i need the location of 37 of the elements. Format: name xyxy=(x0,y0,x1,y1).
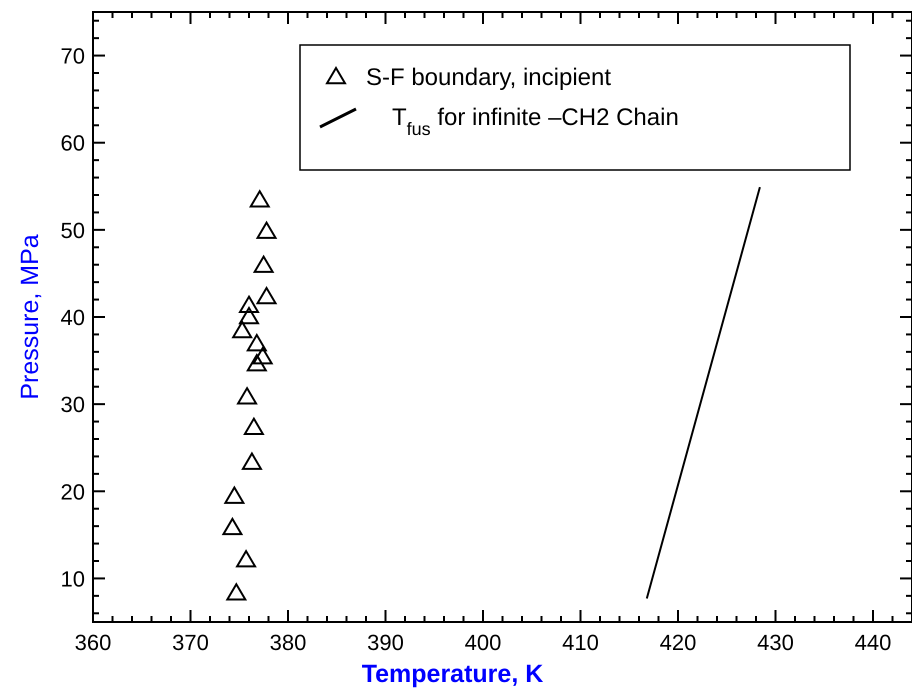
point xyxy=(252,347,273,364)
y-tick-label: 60 xyxy=(60,130,85,156)
point xyxy=(236,550,256,568)
x-tick-label: 390 xyxy=(367,630,404,655)
point xyxy=(244,418,264,435)
point xyxy=(256,222,277,239)
x-tick-label: 360 xyxy=(74,630,112,655)
point xyxy=(250,190,270,208)
point xyxy=(222,518,242,536)
y-tick-label: 70 xyxy=(60,44,85,69)
legend-label: S-F boundary, incipient xyxy=(366,64,612,91)
y-tick-label: 10 xyxy=(60,566,85,592)
point xyxy=(246,334,267,352)
y-tick-label: 40 xyxy=(60,305,85,330)
x-tick-label: 380 xyxy=(270,630,306,655)
x-tick-label: 420 xyxy=(660,630,696,655)
point xyxy=(239,296,259,313)
point xyxy=(226,583,246,601)
y-tick-label: 30 xyxy=(60,392,85,418)
point xyxy=(239,307,259,324)
point xyxy=(256,286,277,304)
point xyxy=(242,452,262,470)
x-tick-label: 400 xyxy=(464,630,502,655)
point xyxy=(246,354,267,372)
point xyxy=(224,486,244,504)
y-tick-label: 50 xyxy=(60,218,85,243)
x-axis-title: Temperature, K xyxy=(362,660,544,688)
x-tick-label: 440 xyxy=(854,630,892,655)
point xyxy=(237,387,258,404)
point xyxy=(254,256,274,273)
x-tick-label: 370 xyxy=(172,630,209,655)
x-tick-label: 430 xyxy=(757,630,794,655)
legend-label: T$_{fus}$ for infinite –CH2 Chain xyxy=(392,104,679,139)
point xyxy=(232,320,252,338)
y-axis-title: Pressure, MPa xyxy=(16,234,44,400)
x-tick-label: 410 xyxy=(562,630,599,655)
y-tick-label: 20 xyxy=(60,479,85,504)
